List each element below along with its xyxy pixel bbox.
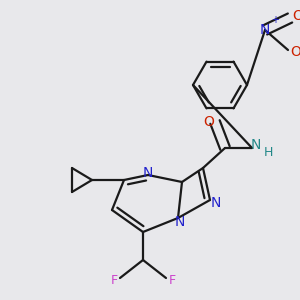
Text: O: O — [292, 9, 300, 23]
Text: O: O — [204, 115, 214, 129]
Text: F: F — [168, 274, 175, 286]
Text: N: N — [143, 166, 153, 180]
Text: N: N — [211, 196, 221, 210]
Text: N: N — [175, 215, 185, 229]
Text: N: N — [251, 138, 261, 152]
Text: O: O — [291, 45, 300, 59]
Text: F: F — [110, 274, 118, 286]
Text: +: + — [271, 15, 279, 25]
Text: N: N — [260, 23, 270, 37]
Text: H: H — [263, 146, 273, 160]
